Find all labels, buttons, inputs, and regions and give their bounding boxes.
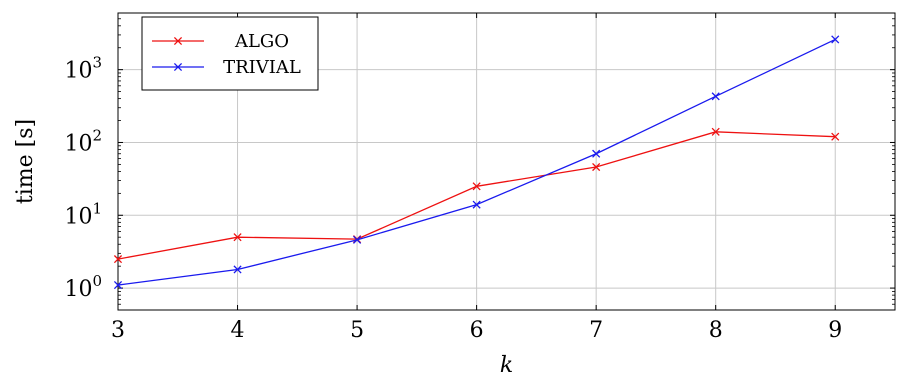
data-point-algo (831, 132, 840, 141)
data-point-trivial (233, 265, 242, 274)
x-tick-label: 7 (589, 318, 603, 343)
data-point-algo (711, 127, 720, 136)
legend-box (141, 16, 319, 91)
x-tick-label: 4 (231, 318, 245, 343)
data-point-trivial (592, 149, 601, 158)
data-point-trivial (711, 92, 720, 101)
data-point-algo (113, 255, 123, 264)
x-tick-label: 9 (828, 318, 842, 343)
legend-marker-trivial (173, 62, 183, 72)
x-tick-label: 8 (709, 318, 723, 343)
y-tick-label: 101 (64, 199, 102, 229)
x-tick-label: 5 (350, 318, 364, 343)
y-tick-label: 100 (64, 272, 102, 302)
legend-label-trivial: TRIVIAL (223, 57, 301, 78)
legend-label-algo: ALGO (234, 31, 289, 52)
data-point-trivial (472, 200, 481, 209)
y-tick-label: 102 (64, 126, 102, 156)
data-point-trivial (353, 235, 362, 244)
plot-frame (117, 12, 896, 311)
x-tick-label: 6 (470, 318, 484, 343)
x-axis-label: k (500, 353, 513, 378)
legend-marker-algo (173, 36, 183, 46)
data-point-algo (592, 162, 601, 172)
x-tick-label: 3 (111, 318, 125, 343)
legend: ALGO TRIVIAL (141, 16, 319, 91)
y-tick-label: 103 (64, 54, 102, 84)
series (113, 35, 840, 290)
data-point-algo (472, 182, 481, 191)
y-axis-label: time [s] (13, 119, 38, 204)
axis-ticks: 3 4 5 6 7 8 9 100 101 102 103 (64, 12, 895, 343)
data-point-trivial (831, 35, 840, 44)
data-point-trivial (113, 281, 123, 290)
data-point-algo (233, 233, 242, 242)
